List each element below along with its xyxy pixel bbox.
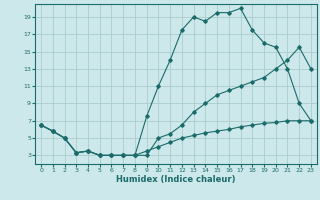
X-axis label: Humidex (Indice chaleur): Humidex (Indice chaleur) <box>116 175 236 184</box>
